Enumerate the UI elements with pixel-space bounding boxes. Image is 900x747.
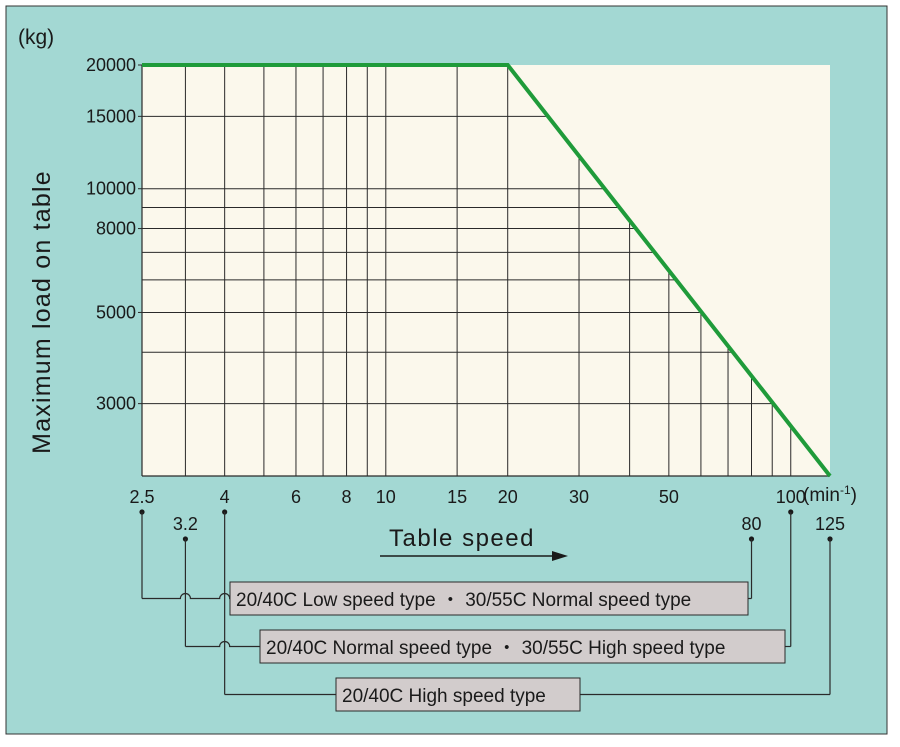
x-unit-main: (min	[803, 485, 840, 506]
y-tick-label: 5000	[96, 302, 136, 322]
series-layer	[142, 63, 832, 478]
y-tick-label: 8000	[96, 219, 136, 239]
y-tick-labels: 3000 5000 8000 10000 15000 20000	[86, 55, 142, 414]
x-axis-arrow-head	[552, 551, 568, 561]
x-tick-label: 20	[498, 487, 518, 507]
speed-type-label: 20/40C High speed type	[342, 686, 546, 707]
x-tick-labels: 2.5 3.2 4 6 8 10 15 20 30 50 80 100 125	[129, 487, 845, 534]
speed-type-label-box	[229, 581, 749, 616]
x-tick-label: 125	[815, 514, 845, 534]
x-tick-label: 10	[376, 487, 396, 507]
speed-type-label: 20/40C Normal speed type ・ 30/55C High s…	[266, 638, 725, 659]
x-tick-label: 2.5	[129, 487, 154, 507]
x-unit-close: )	[851, 485, 857, 506]
y-tick-label: 15000	[86, 106, 136, 126]
x-unit-superscript: -1	[840, 483, 851, 497]
speed-type-label: 20/40C Low speed type ・ 30/55C Normal sp…	[236, 590, 691, 611]
speed-type-label-box	[335, 677, 581, 712]
x-tick-label: 8	[342, 487, 352, 507]
y-tick-label: 20000	[86, 55, 136, 75]
x-tick-label: 15	[447, 487, 467, 507]
x-tick-label: 3.2	[173, 514, 198, 534]
grid-lines	[142, 65, 792, 476]
x-axis-title: Table speed	[389, 525, 535, 552]
series-line-max-load	[142, 63, 832, 478]
x-tick-label: 4	[220, 487, 230, 507]
x-tick-label: 100	[776, 487, 806, 507]
x-tick-label: 30	[569, 487, 589, 507]
range-connector-leader	[142, 592, 231, 600]
y-axis-title: Maximum load on table	[28, 170, 56, 454]
plot-area	[142, 65, 830, 476]
x-tick-label: 6	[291, 487, 301, 507]
speed-type-label-box	[259, 629, 786, 664]
x-tick-label: 80	[741, 514, 761, 534]
x-tick-label: 50	[659, 487, 679, 507]
speed-type-ranges: 20/40C Low speed type ・ 30/55C Normal sp…	[139, 509, 833, 712]
y-unit-label: (kg)	[18, 26, 54, 49]
y-tick-label: 10000	[86, 179, 136, 199]
x-unit-label: (min-1)	[803, 483, 857, 506]
y-tick-label: 3000	[96, 394, 136, 414]
